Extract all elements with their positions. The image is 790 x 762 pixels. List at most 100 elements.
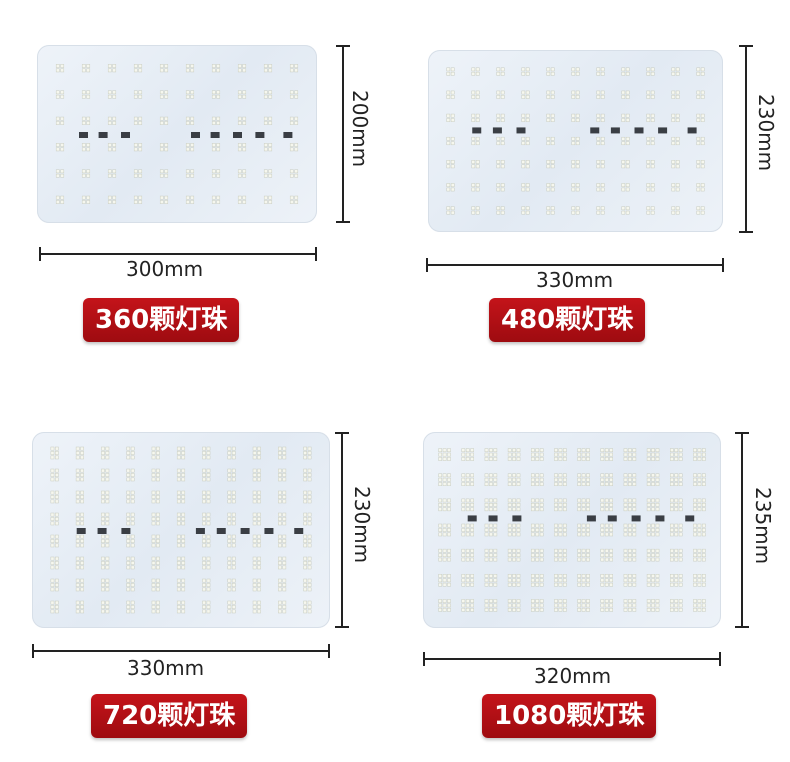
- led-chip: [307, 587, 312, 592]
- led-chip: [86, 200, 91, 204]
- led-chip: [75, 517, 80, 521]
- led-chip: [700, 164, 705, 169]
- led-chip: [623, 603, 628, 608]
- led-chip: [156, 477, 160, 482]
- driver-chip: [121, 528, 131, 534]
- led-chip: [623, 599, 628, 603]
- led-chip: [575, 95, 580, 99]
- led-chip: [75, 521, 80, 526]
- led-chip: [496, 118, 501, 122]
- led-chip: [206, 600, 211, 605]
- led-chip: [206, 477, 211, 482]
- led-chip: [562, 452, 567, 457]
- led-chip: [646, 71, 651, 76]
- led-chip: [130, 565, 135, 570]
- led-chip: [628, 532, 632, 537]
- led-chip: [257, 517, 261, 521]
- led-chip: [623, 607, 628, 612]
- led-chip: [507, 553, 512, 557]
- led-chip: [651, 557, 655, 562]
- led-chip: [130, 512, 135, 517]
- led-chip: [678, 503, 683, 507]
- led-chip: [447, 532, 451, 537]
- led-chip: [447, 582, 451, 587]
- led-chip: [461, 477, 466, 482]
- led-chip: [181, 543, 186, 548]
- led-chip: [130, 521, 135, 526]
- led-chip: [655, 523, 660, 528]
- led-chip: [475, 90, 480, 95]
- led-chip: [105, 512, 110, 517]
- led-chip: [701, 578, 706, 583]
- led-chip: [604, 477, 609, 482]
- led-chip: [303, 451, 308, 455]
- led-chip: [231, 455, 236, 460]
- led-chip: [489, 503, 493, 507]
- led-chip: [531, 548, 535, 553]
- led-chip: [651, 452, 655, 457]
- led-chip: [496, 71, 501, 76]
- led-chip: [50, 451, 55, 455]
- led-chip: [75, 556, 80, 561]
- height-label: 235mm: [751, 487, 775, 565]
- led-chip: [231, 468, 236, 473]
- led-chip: [294, 64, 299, 68]
- led-chip: [164, 121, 169, 125]
- led-chip: [546, 136, 551, 141]
- led-chip: [252, 473, 257, 477]
- led-chip: [577, 557, 582, 562]
- driver-chip: [97, 528, 107, 534]
- led-chip: [651, 578, 655, 583]
- led-chip: [651, 457, 655, 461]
- led-chip: [442, 557, 447, 562]
- width-label: 300mm: [126, 257, 204, 281]
- led-chip: [521, 210, 526, 215]
- led-chip: [697, 498, 702, 503]
- led-chip: [493, 477, 498, 482]
- led-chip: [447, 498, 451, 503]
- led-chip: [176, 561, 181, 565]
- led-chip: [60, 116, 65, 121]
- led-chip: [278, 583, 282, 587]
- led-chip: [586, 553, 590, 557]
- led-chip: [655, 578, 660, 583]
- led-chip: [516, 553, 521, 557]
- height-dimension-line: [739, 45, 753, 233]
- led-chip: [50, 490, 55, 495]
- led-chip: [621, 67, 626, 72]
- led-chip: [54, 468, 59, 473]
- led-chip: [257, 521, 261, 526]
- led-chip: [696, 183, 701, 187]
- led-chip: [500, 164, 505, 169]
- led-chip: [105, 600, 110, 605]
- led-chip: [604, 503, 609, 507]
- led-chip: [126, 600, 131, 605]
- led-chip: [646, 113, 651, 118]
- led-chip: [126, 561, 131, 565]
- led-chip: [185, 173, 190, 178]
- led-chip: [442, 473, 447, 478]
- led-chip: [105, 473, 110, 477]
- led-chip: [107, 121, 112, 125]
- led-chip: [252, 490, 257, 495]
- led-chip: [471, 95, 476, 99]
- led-chip: [282, 455, 287, 460]
- led-chip: [535, 557, 540, 562]
- led-chip: [130, 556, 135, 561]
- led-chip: [475, 113, 480, 118]
- led-chip: [650, 210, 655, 215]
- led-chip: [550, 141, 555, 146]
- led-chip: [521, 183, 526, 187]
- led-chip: [678, 523, 683, 528]
- led-chip: [632, 532, 637, 537]
- led-chip: [294, 116, 299, 121]
- led-chip: [252, 543, 257, 548]
- led-chip: [126, 539, 131, 543]
- led-chip: [625, 136, 630, 141]
- led-chip: [693, 498, 697, 503]
- led-chip: [237, 173, 242, 178]
- led-chip: [575, 113, 580, 118]
- led-chip: [581, 603, 586, 608]
- led-chip: [54, 499, 59, 504]
- led-chip: [54, 561, 59, 565]
